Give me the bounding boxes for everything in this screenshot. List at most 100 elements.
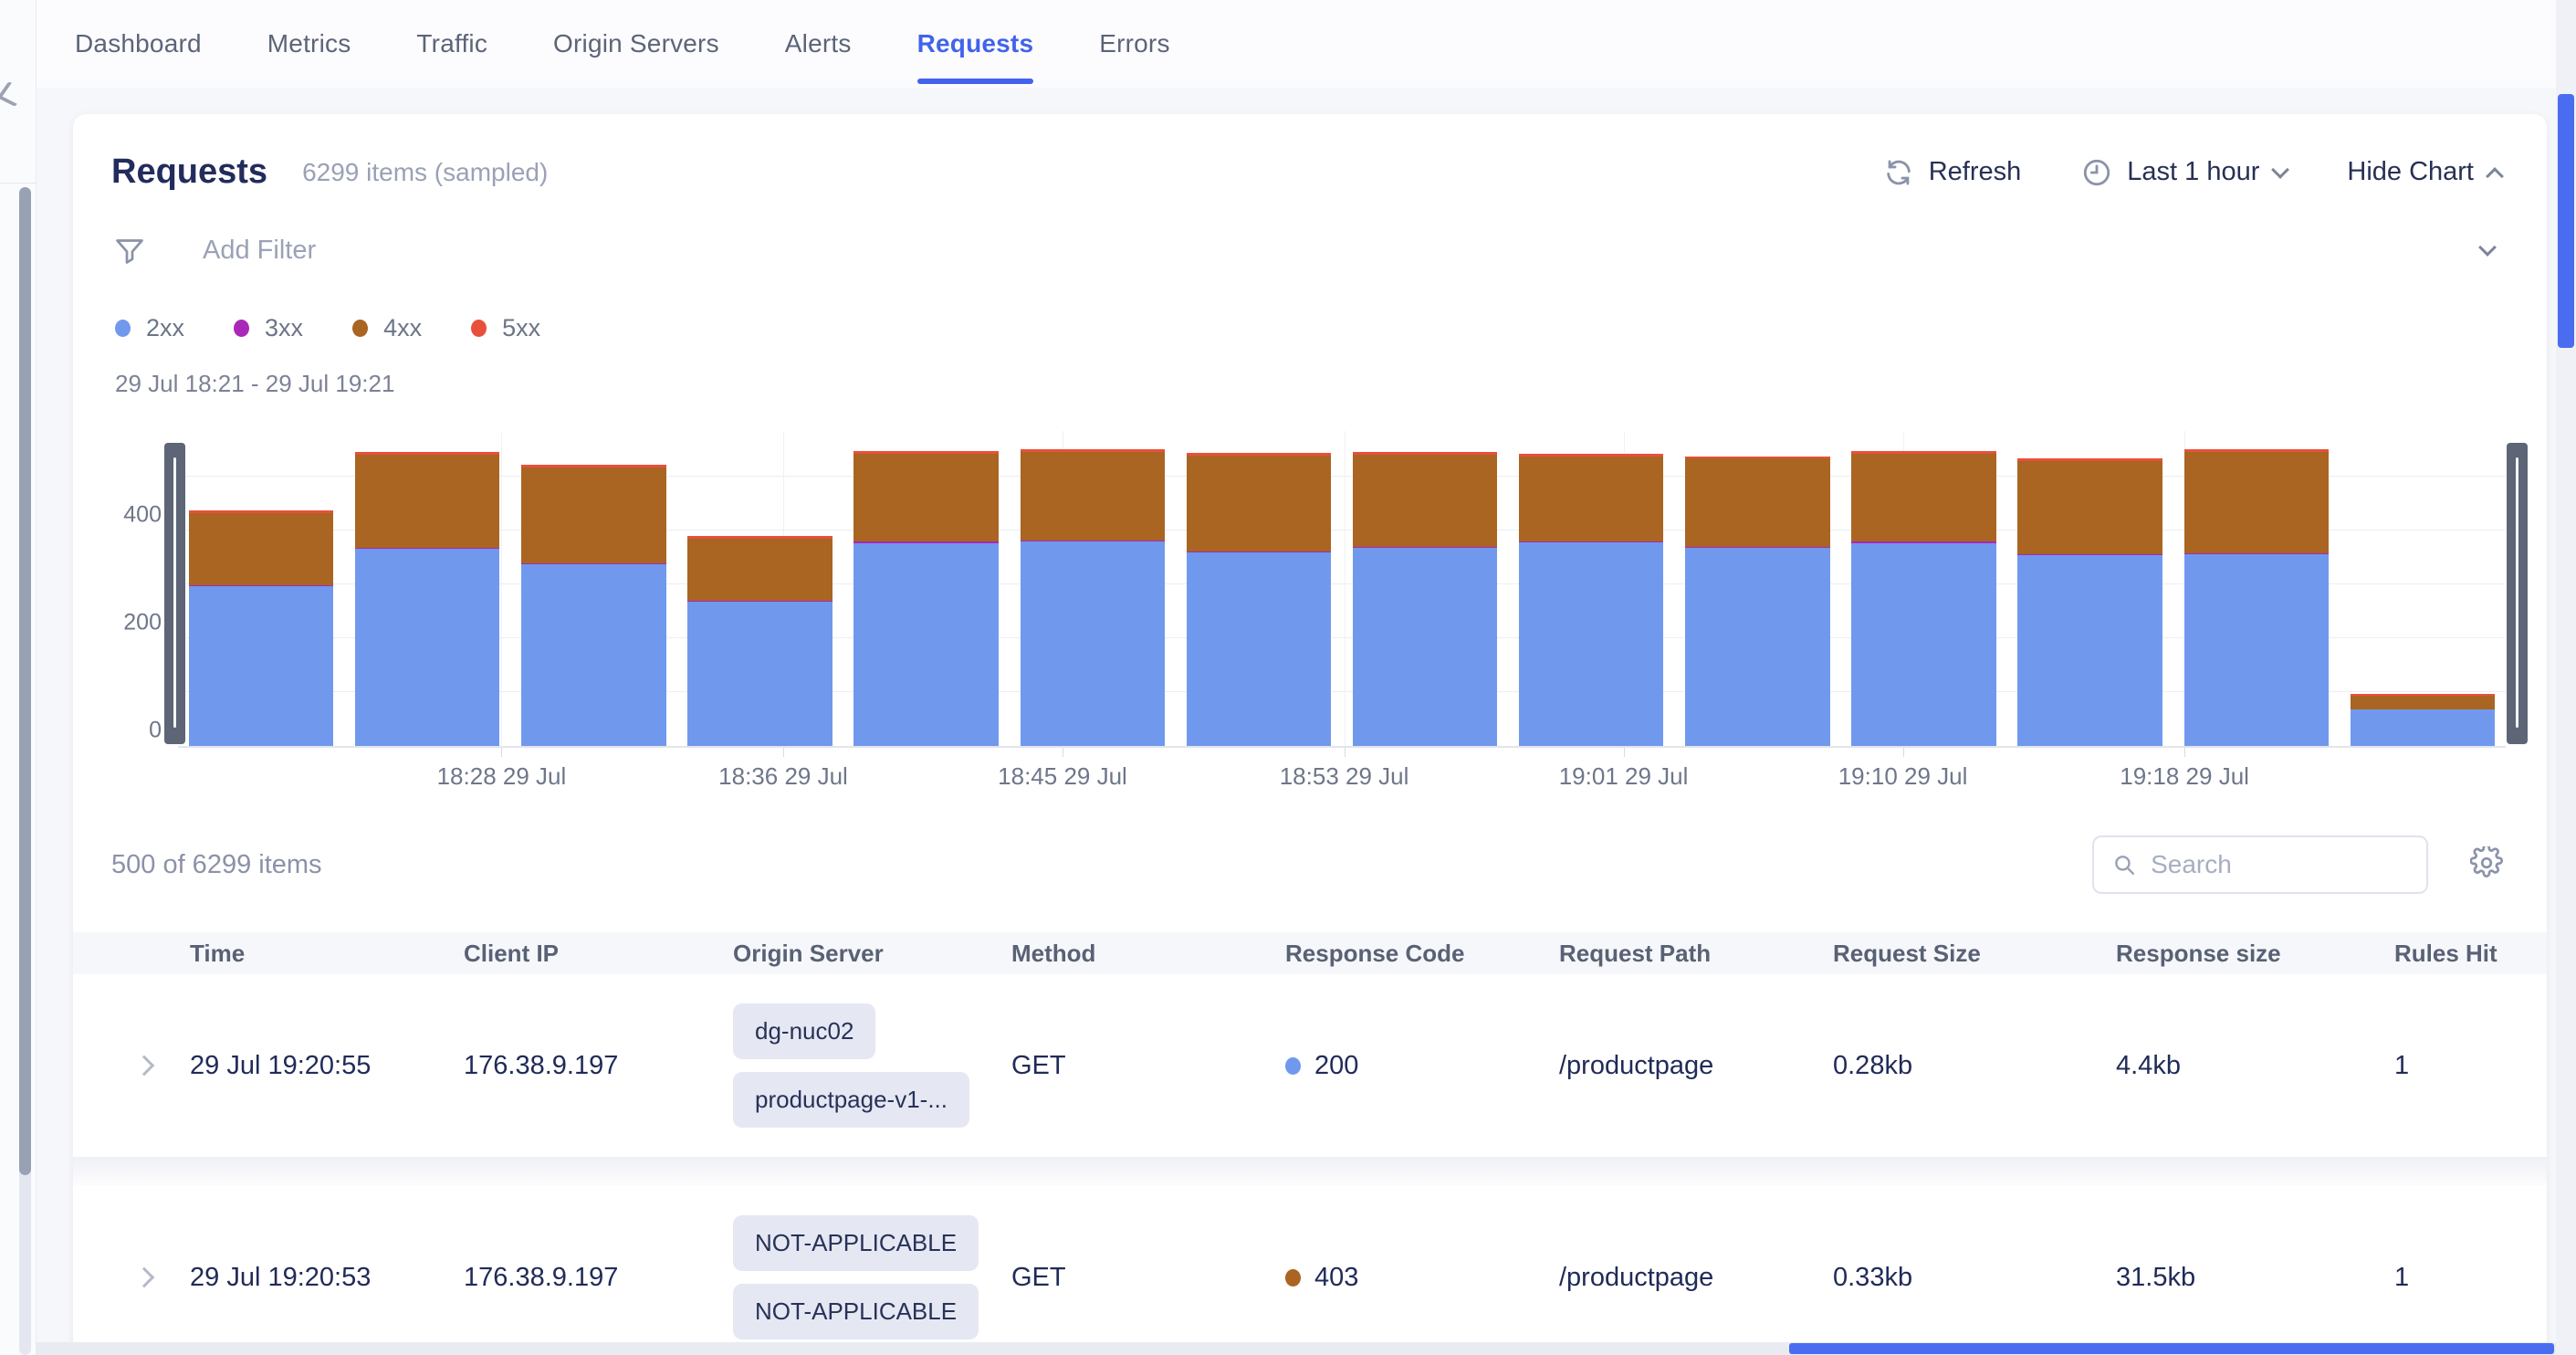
hide-chart-label: Hide Chart (2347, 157, 2474, 186)
row-expander[interactable] (126, 1055, 190, 1077)
bar-segment-5xx (1685, 456, 1830, 459)
stacked-bar-10 (1851, 451, 1996, 746)
tab-dashboard[interactable]: Dashboard (75, 0, 202, 88)
refresh-button[interactable]: Refresh (1883, 157, 2021, 188)
bar-segment-4xx (687, 539, 832, 602)
bar-segment-4xx (2183, 451, 2329, 553)
y-axis-label-200: 200 (123, 609, 162, 635)
range-handle-right[interactable] (2507, 443, 2528, 744)
table-row[interactable]: 29 Jul 19:20:53 176.38.9.197 NOT-APPLICABL… (73, 1186, 2547, 1355)
chevron-right-icon (133, 1055, 155, 1077)
legend-dot-2xx (115, 320, 131, 337)
bar-segment-3xx (853, 541, 999, 543)
bar-segment-4xx (1518, 456, 1664, 541)
tab-metrics[interactable]: Metrics (267, 0, 351, 88)
bar-segment-5xx (2350, 693, 2496, 696)
legend-item-4xx[interactable]: 4xx (352, 314, 422, 342)
legend-item-3xx[interactable]: 3xx (234, 314, 303, 342)
left-scrollbar-track[interactable] (19, 187, 31, 1355)
clock-icon (2084, 159, 2110, 185)
tab-requests[interactable]: Requests (916, 0, 1034, 88)
chevron-up-icon (2486, 166, 2504, 185)
chevron-down-icon (2271, 160, 2290, 179)
x-tick-6 (2184, 748, 2186, 757)
bar-segment-2xx (1851, 542, 1996, 746)
time-range-selector[interactable]: Last 1 hour (2081, 157, 2290, 188)
filter-bar[interactable]: Add Filter (113, 234, 2501, 267)
tab-errors[interactable]: Errors (1099, 0, 1169, 88)
origin-server-tag[interactable]: productpage-v1-... (733, 1072, 970, 1128)
column-header-time: Time (190, 939, 246, 967)
origin-server-tag[interactable]: NOT-APPLICABLE (733, 1284, 979, 1339)
column-header-client-ip: Client IP (464, 939, 560, 967)
bar-slot-4 (843, 431, 1010, 746)
table-header-row: Time Client IP Origin Server Method Response… (73, 932, 2547, 974)
table-settings-button[interactable] (2469, 843, 2503, 884)
bar-segment-3xx (354, 547, 500, 550)
bar-segment-2xx (521, 564, 666, 746)
cell-response-size: 31.5kb (2116, 1262, 2196, 1292)
hide-chart-toggle[interactable]: Hide Chart (2347, 157, 2504, 187)
legend-item-5xx[interactable]: 5xx (471, 314, 540, 342)
y-axis-label-400: 400 (123, 501, 162, 528)
origin-server-tag[interactable]: dg-nuc02 (733, 1003, 876, 1059)
gridline-y-500 (178, 475, 2506, 477)
tab-label: Origin Servers (553, 29, 719, 58)
range-handle-left[interactable] (164, 443, 185, 744)
top-nav: Dashboard Metrics Traffic Origin Servers Ale… (37, 0, 2556, 88)
page-title: Requests (111, 152, 268, 191)
tab-traffic[interactable]: Traffic (416, 0, 487, 88)
bars-container (178, 431, 2506, 746)
requests-panel: Requests 6299 items (sampled) Refresh La… (73, 114, 2547, 1355)
stacked-bar-2 (521, 464, 666, 746)
filter-expand-chevron-icon[interactable] (2478, 238, 2497, 257)
bar-segment-2xx (354, 549, 500, 746)
tab-label: Alerts (784, 29, 852, 58)
x-axis-label-3: 18:53 29 Jul (1279, 762, 1409, 790)
stacked-bar-12 (2183, 448, 2329, 746)
legend-item-2xx[interactable]: 2xx (115, 314, 184, 342)
tab-label: Dashboard (75, 29, 202, 58)
origin-server-tag[interactable]: NOT-APPLICABLE (733, 1215, 979, 1271)
sidebar-collapse-icon[interactable] (0, 80, 27, 108)
cell-request-size: 0.28kb (1833, 1050, 1913, 1080)
right-scrollbar-thumb[interactable] (2558, 94, 2574, 348)
add-filter-input[interactable]: Add Filter (203, 235, 317, 265)
bar-segment-5xx (687, 536, 832, 540)
bar-segment-3xx (1851, 541, 1996, 543)
right-scrollbar-track[interactable] (2556, 0, 2576, 1355)
search-box[interactable] (2092, 835, 2428, 894)
bar-segment-5xx (853, 451, 999, 455)
response-code-dot (1285, 1268, 1301, 1287)
search-input[interactable] (2151, 850, 2408, 879)
cell-client-ip: 176.38.9.197 (464, 1050, 619, 1080)
chevron-right-icon (133, 1266, 155, 1288)
left-scrollbar-thumb[interactable] (19, 187, 31, 1175)
table-row[interactable]: 29 Jul 19:20:55 176.38.9.197 dg-nuc02 produ… (73, 974, 2547, 1157)
chart-plot-area: 0 200 400 (123, 431, 2506, 748)
tab-label: Metrics (267, 29, 351, 58)
cell-time: 29 Jul 19:20:53 (190, 1262, 372, 1292)
cell-response-code: 403 (1285, 1263, 1559, 1293)
column-header-request-size: Request Size (1833, 939, 1981, 967)
bottom-scrollbar-thumb[interactable] (1789, 1343, 2554, 1354)
row-separator (73, 1157, 2547, 1186)
panel-header: Requests 6299 items (sampled) Refresh La… (73, 114, 2547, 192)
bottom-scrollbar-track[interactable] (37, 1342, 2556, 1355)
filter-funnel-icon (116, 239, 143, 264)
tab-origin-servers[interactable]: Origin Servers (553, 0, 719, 88)
tab-label: Errors (1099, 29, 1170, 58)
column-header-response-size: Response size (2116, 939, 2281, 967)
column-header-method: Method (1011, 939, 1096, 967)
bar-segment-2xx (1020, 541, 1165, 746)
x-axis-label-4: 19:01 29 Jul (1558, 762, 1689, 790)
bar-segment-4xx (1020, 451, 1165, 541)
bar-segment-2xx (2183, 553, 2329, 746)
table-controls: 500 of 6299 items (111, 835, 2503, 894)
row-expander[interactable] (126, 1266, 190, 1288)
stacked-bar-0 (188, 509, 334, 746)
stacked-bar-5 (1020, 448, 1165, 746)
tab-label: Requests (916, 29, 1034, 58)
tab-alerts[interactable]: Alerts (785, 0, 852, 88)
legend-dot-5xx (471, 320, 487, 337)
